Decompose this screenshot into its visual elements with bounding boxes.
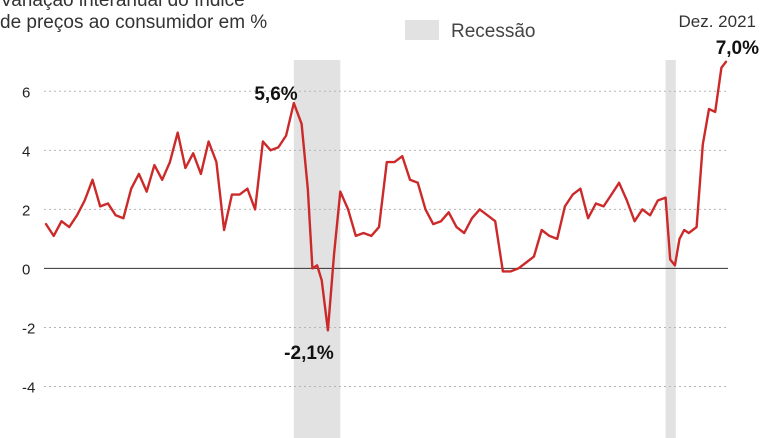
y-tick-label: 2 (22, 202, 30, 219)
y-tick-label: -2 (22, 320, 35, 337)
chart-title-line-2: de preços ao consumidor em % (0, 12, 267, 33)
y-tick-label: 0 (22, 261, 30, 278)
y-tick-label: 6 (22, 84, 30, 101)
y-tick-label: 4 (22, 143, 30, 160)
annotation-peak-2008: 5,6% (254, 84, 297, 105)
recession-legend-swatch (405, 20, 439, 40)
recession-legend-label: Recessão (451, 21, 536, 42)
y-tick-label: -4 (22, 379, 35, 396)
grid-lines (44, 90, 728, 387)
recession-band-1 (293, 60, 341, 438)
y-axis-ticks: -4 -2 0 2 4 6 (22, 84, 35, 396)
cpi-series-line (44, 60, 728, 332)
recession-band-2 (665, 60, 676, 438)
chart-title-line-1: Variação interanual do índice (0, 0, 245, 11)
annotation-trough-2009: -2,1% (284, 343, 334, 364)
end-date-label: Dez. 2021 (679, 12, 757, 31)
recession-bands (293, 60, 676, 438)
annotation-max-2021: 7,0% (716, 38, 759, 59)
